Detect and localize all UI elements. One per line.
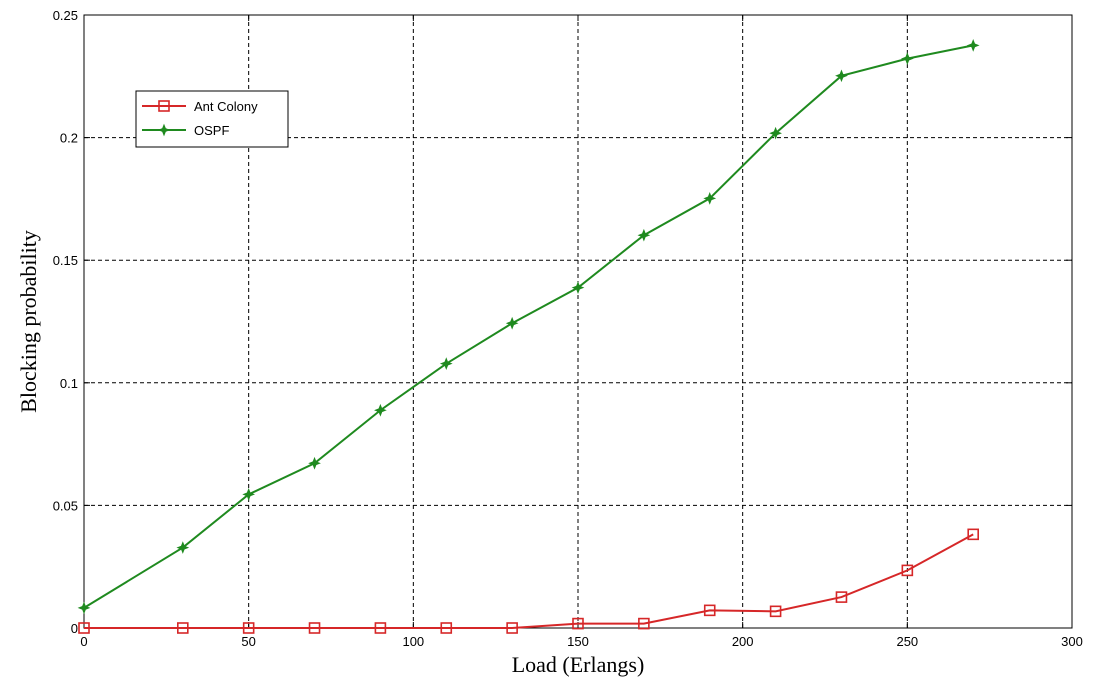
- data-point-ospf: [703, 192, 717, 205]
- data-point-ospf: [439, 357, 453, 371]
- x-tick-label: 300: [1061, 634, 1083, 649]
- data-point-ospf: [835, 69, 848, 83]
- data-point-ant-colony: [703, 604, 716, 617]
- data-point-ospf: [505, 316, 519, 330]
- legend-label-ospf: OSPF: [194, 123, 229, 138]
- x-tick-label: 0: [80, 634, 87, 649]
- y-tick-label: 0.15: [53, 253, 78, 268]
- y-tick-label: 0.25: [53, 8, 78, 23]
- y-tick-label: 0.2: [60, 131, 78, 146]
- data-point-ospf: [308, 456, 321, 470]
- data-point-ant-colony: [374, 622, 387, 634]
- data-point-ospf: [966, 39, 980, 52]
- data-point-ant-colony: [835, 591, 848, 603]
- data-point-ospf: [637, 228, 651, 242]
- x-tick-label: 150: [567, 634, 589, 649]
- data-point-ospf: [571, 281, 585, 295]
- data-point-ant-colony: [572, 617, 584, 630]
- x-tick-label: 250: [896, 634, 918, 649]
- legend-marker-ant-colony: [158, 100, 170, 112]
- series-line-ospf: [83, 44, 974, 609]
- legend-label-ant-colony: Ant Colony: [194, 99, 258, 114]
- x-tick-label: 50: [241, 634, 255, 649]
- y-tick-label: 0: [71, 621, 78, 636]
- data-point-ant-colony: [177, 622, 189, 634]
- legend-marker-ospf: [157, 123, 171, 137]
- data-point-ant-colony: [901, 564, 914, 577]
- y-tick-label: 0.05: [53, 498, 78, 513]
- axis-ticks: 0 50 100 150 200 250 300 0 0.05 0.1 0.15 0.2 0.25: [53, 8, 1083, 649]
- series-ospf: [77, 39, 980, 615]
- data-point-ospf: [769, 126, 782, 140]
- data-point-ant-colony: [967, 528, 980, 541]
- data-point-ant-colony: [242, 622, 255, 634]
- y-axis-label: Blocking probability: [16, 230, 41, 413]
- data-point-ant-colony: [308, 622, 321, 634]
- data-point-ant-colony: [769, 605, 782, 618]
- y-tick-label: 0.1: [60, 376, 78, 391]
- data-point-ospf: [176, 541, 190, 554]
- x-tick-label: 100: [402, 634, 424, 649]
- data-point-ospf: [242, 488, 256, 501]
- data-point-ant-colony: [506, 622, 518, 634]
- x-axis-label: Load (Erlangs): [512, 652, 645, 677]
- data-point-ant-colony: [440, 622, 453, 634]
- series-ant-colony: [78, 528, 980, 634]
- data-point-ospf: [77, 601, 91, 615]
- series-group: [77, 39, 980, 634]
- x-tick-label: 200: [732, 634, 754, 649]
- data-point-ant-colony: [78, 622, 90, 634]
- data-point-ant-colony: [638, 617, 650, 630]
- series-line-ant-colony: [84, 533, 974, 629]
- data-point-ospf: [900, 52, 914, 66]
- legend: Ant Colony OSPF: [135, 90, 289, 148]
- data-point-ospf: [374, 403, 387, 417]
